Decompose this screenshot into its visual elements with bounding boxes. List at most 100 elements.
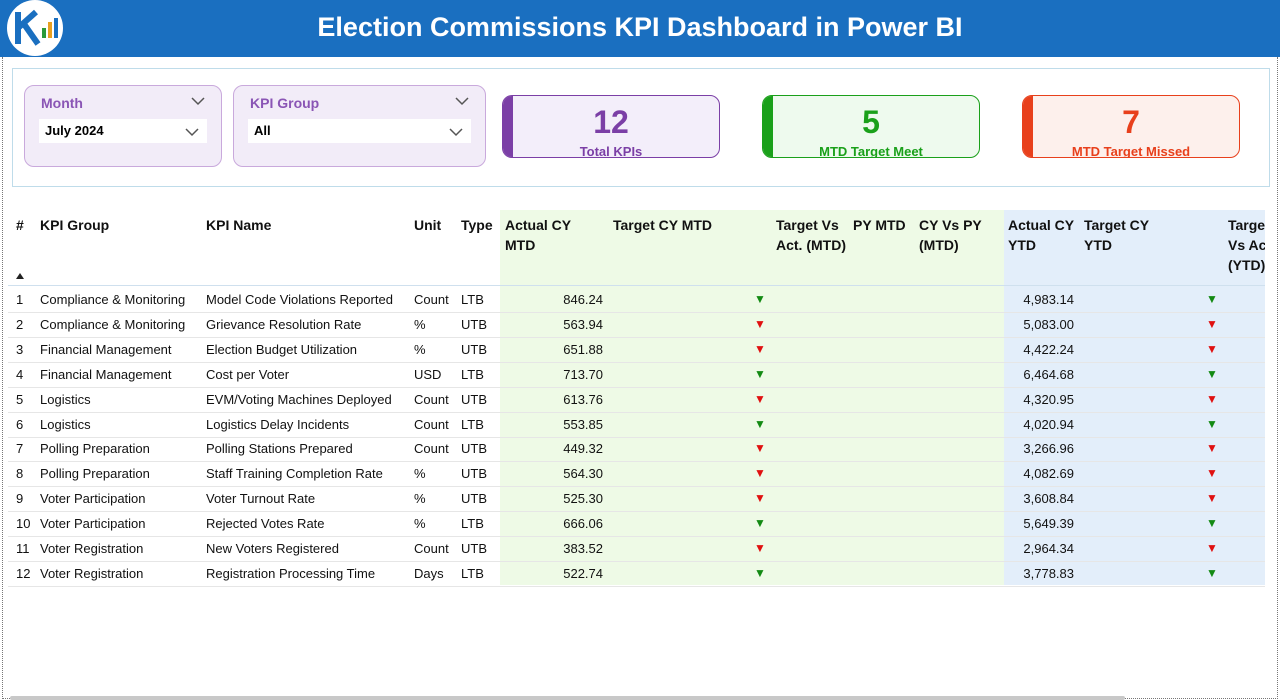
slicer[interactable]: KPI Group All <box>233 85 486 167</box>
slicer-value: All <box>254 123 271 138</box>
type: UTB <box>461 491 487 507</box>
kpi-name: Election Budget Utilization <box>206 341 358 357</box>
slicer[interactable]: Month July 2024 <box>24 85 222 167</box>
mtd-status-icon: ▼ <box>754 391 766 406</box>
type: LTB <box>461 366 484 382</box>
row-number: 10 <box>16 516 31 532</box>
column-header[interactable]: Actual CY MTD <box>505 217 571 253</box>
column-header[interactable]: Actual CY YTD <box>1008 217 1074 253</box>
row-number: 8 <box>16 466 24 482</box>
actual-cy-ytd: 4,422.24 <box>1023 341 1074 357</box>
actual-cy-mtd: 525.30 <box>563 491 603 507</box>
actual-cy-mtd: 553.85 <box>563 416 603 432</box>
row-number: 7 <box>16 441 24 457</box>
card-label: MTD Target Missed <box>1071 144 1191 158</box>
kpi-name: Staff Training Completion Rate <box>206 466 383 482</box>
column-header[interactable]: CY Vs PY (MTD) <box>919 217 982 253</box>
kpi-group: Polling Preparation <box>40 466 150 482</box>
kpi-name: EVM/Voting Machines Deployed <box>206 391 392 407</box>
kpi-group: Financial Management <box>40 366 172 382</box>
kpi-table: # KPI Group KPI Name Unit Type Actual CY MTD T… <box>8 207 1265 587</box>
row-number: 9 <box>16 491 24 507</box>
column-header[interactable]: Type <box>461 217 493 233</box>
card-accent <box>503 96 513 157</box>
ytd-status-icon: ▼ <box>1206 441 1218 456</box>
card-label: Total KPIs <box>579 144 643 158</box>
chevron <box>449 128 463 137</box>
chevron <box>185 128 199 137</box>
unit: Count <box>414 416 449 432</box>
ytd-status-icon: ▼ <box>1206 292 1218 306</box>
header-rule <box>8 285 1265 286</box>
type: LTB <box>461 565 484 581</box>
column-header[interactable]: KPI Group <box>40 217 110 233</box>
ytd-status-icon: ▼ <box>1206 316 1218 331</box>
unit: Count <box>414 441 449 457</box>
ytd-status-icon: ▼ <box>1206 341 1218 356</box>
ytd-status-icon: ▼ <box>1206 416 1218 431</box>
kpi-card: 5 MTD Target Meet <box>762 95 980 158</box>
sort-indicator <box>16 273 24 279</box>
mtd-status-icon: ▼ <box>754 292 766 306</box>
kpi-group: Polling Preparation <box>40 441 150 457</box>
unit: % <box>414 466 426 482</box>
ytd-status-icon: ▼ <box>1206 366 1218 381</box>
unit: % <box>414 516 426 532</box>
unit: Count <box>414 391 449 407</box>
type: UTB <box>461 541 487 556</box>
actual-cy-ytd: 5,649.39 <box>1023 516 1074 532</box>
card-accent <box>1023 96 1033 157</box>
kpi-name: Rejected Votes Rate <box>206 516 325 532</box>
chevron <box>455 97 469 106</box>
column-header[interactable]: Target CY YTD <box>1084 217 1149 253</box>
column-header[interactable]: # <box>16 217 24 233</box>
slicer-label: KPI Group <box>250 95 320 111</box>
chevron <box>191 97 205 106</box>
kpi-group: Voter Participation <box>40 516 146 532</box>
column-header[interactable]: Target Vs Act. (YTD) <box>1228 217 1265 273</box>
ytd-band <box>1004 210 1265 585</box>
row-divider <box>8 511 1265 513</box>
row-divider <box>8 436 1265 438</box>
row-divider <box>8 386 1265 388</box>
column-header[interactable]: Unit <box>414 217 442 233</box>
row-number: 4 <box>16 366 24 382</box>
type: UTB <box>461 466 487 482</box>
actual-cy-mtd: 846.24 <box>563 292 603 307</box>
header-bar <box>0 0 1280 57</box>
row-number: 11 <box>16 541 30 556</box>
type: LTB <box>461 416 484 432</box>
mtd-status-icon: ▼ <box>754 541 766 555</box>
type: UTB <box>461 441 487 457</box>
actual-cy-ytd: 2,964.34 <box>1023 541 1074 556</box>
column-header[interactable]: KPI Name <box>206 217 272 233</box>
column-header[interactable]: Target CY MTD <box>613 217 713 233</box>
unit: % <box>414 316 426 332</box>
row-number: 2 <box>16 316 24 332</box>
mtd-status-icon: ▼ <box>754 491 766 506</box>
actual-cy-mtd: 666.06 <box>563 516 603 532</box>
mtd-status-icon: ▼ <box>754 316 766 331</box>
slicer-dropdown[interactable]: All <box>248 119 471 143</box>
actual-cy-mtd: 564.30 <box>563 466 603 482</box>
ytd-status-icon: ▼ <box>1206 565 1218 580</box>
column-header[interactable]: PY MTD <box>853 217 906 233</box>
row-divider <box>8 336 1265 338</box>
actual-cy-ytd: 3,608.84 <box>1023 491 1074 507</box>
kpi-name: Voter Turnout Rate <box>206 491 316 507</box>
mtd-status-icon: ▼ <box>754 516 766 531</box>
card-value: 5 <box>862 104 880 140</box>
logo <box>7 0 63 56</box>
scrollbar[interactable] <box>10 696 1125 700</box>
unit: % <box>414 341 426 357</box>
actual-cy-mtd: 563.94 <box>563 316 603 332</box>
mtd-status-icon: ▼ <box>754 341 766 356</box>
kpi-group: Compliance & Monitoring <box>40 316 186 332</box>
actual-cy-ytd: 4,320.95 <box>1023 391 1074 407</box>
kpi-card: 7 MTD Target Missed <box>1022 95 1240 158</box>
column-header[interactable]: Target Vs Act. (MTD) <box>776 217 846 253</box>
slicer-dropdown[interactable]: July 2024 <box>39 119 207 143</box>
actual-cy-ytd: 3,778.83 <box>1023 565 1074 581</box>
actual-cy-mtd: 449.32 <box>563 441 603 457</box>
